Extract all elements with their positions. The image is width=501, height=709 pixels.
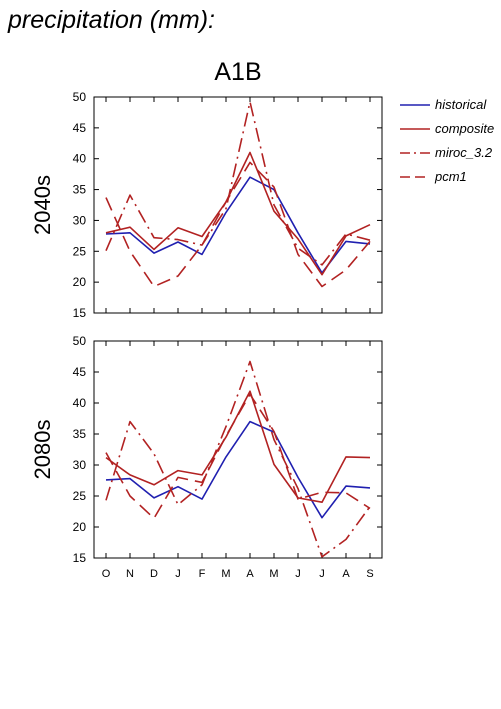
- y-tick-label: 45: [73, 121, 87, 135]
- legend-label: pcm1: [434, 169, 467, 184]
- x-tick-label: A: [246, 568, 254, 580]
- series-line-historical: [105, 420, 371, 519]
- x-tick-label: M: [269, 568, 278, 580]
- y-axis-label: 2080s: [30, 420, 55, 480]
- y-tick-label: 35: [73, 427, 87, 441]
- plot-frame: [93, 340, 383, 559]
- series-line-miroc-3-2: [105, 360, 371, 558]
- y-tick-label: 40: [73, 152, 87, 166]
- y-tick-label: 35: [73, 183, 87, 197]
- x-tick-label: J: [295, 568, 301, 580]
- y-tick-label: 45: [73, 365, 87, 379]
- x-tick-label: N: [126, 568, 134, 580]
- y-tick-label: 50: [73, 90, 87, 104]
- panel-0: 15 20 25 30 35 40 45 50 A1B 2040s: [30, 58, 383, 320]
- y-axis-label: 2040s: [30, 175, 55, 235]
- x-tick-label: S: [366, 568, 373, 580]
- y-tick-label: 30: [73, 213, 87, 227]
- y-tick-label: 25: [73, 489, 87, 503]
- y-tick-label: 15: [73, 306, 87, 320]
- series-line-composite: [105, 151, 371, 276]
- legend-label: historical: [435, 97, 487, 112]
- y-tick-label: 30: [73, 458, 87, 472]
- legend-label: miroc_3.2: [435, 145, 493, 160]
- y-tick-label: 20: [73, 275, 87, 289]
- x-tick-label: D: [150, 568, 158, 580]
- y-tick-label: 40: [73, 396, 87, 410]
- x-tick-label: A: [342, 568, 350, 580]
- legend-label: composite: [435, 121, 494, 136]
- y-tick-label: 25: [73, 244, 87, 258]
- y-tick-label: 20: [73, 520, 87, 534]
- panel-1: 15 20 25 30 35 40 45 50 O N D J F M A M J J A S 2080s: [30, 334, 383, 580]
- series-line-pcm1: [105, 393, 371, 520]
- legend: historical composite miroc_3.2 pcm1: [400, 97, 494, 184]
- x-tick-label: J: [319, 568, 325, 580]
- series-line-composite: [105, 390, 371, 504]
- x-tick-label: O: [102, 568, 111, 580]
- series-line-pcm1: [105, 161, 371, 288]
- page-heading: precipitation (mm):: [8, 6, 215, 34]
- series-line-miroc-3-2: [105, 101, 371, 266]
- x-tick-label: M: [221, 568, 230, 580]
- x-tick-label: J: [175, 568, 181, 580]
- chart-title: A1B: [214, 58, 261, 86]
- y-tick-label: 15: [73, 551, 87, 565]
- x-tick-label: F: [199, 568, 206, 580]
- y-tick-label: 50: [73, 334, 87, 348]
- plot-frame: [93, 96, 383, 314]
- series-line-historical: [105, 176, 371, 274]
